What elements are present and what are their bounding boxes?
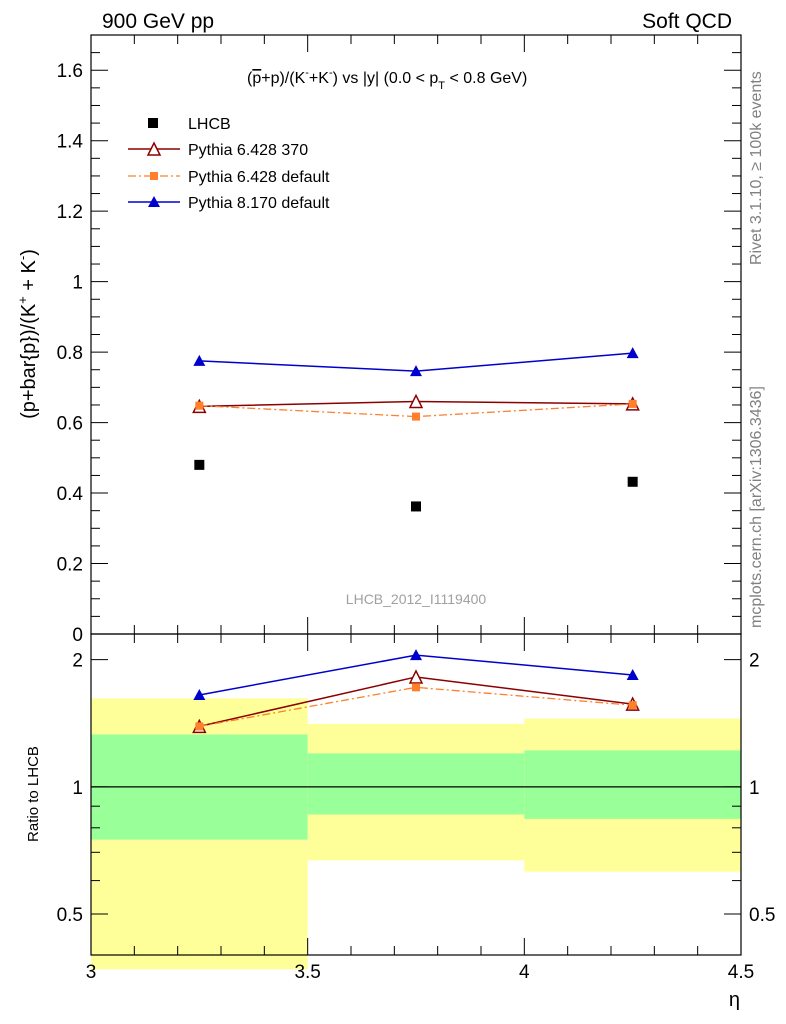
header-right: Soft QCD (642, 10, 732, 33)
ratio-panel: 0.5 0.5 1 1 2 2 3 3.5 4 4.5 Ratio to LHCB η (25, 633, 775, 1011)
main-y-axis-label: (p+bar{p})/(K+ + K-) (15, 249, 40, 419)
data-point-triangle-filled (626, 668, 639, 680)
ratio-ytick-label: 2 (72, 651, 83, 672)
legend-marker-p6-370 (146, 141, 162, 156)
data-point-triangle-filled (410, 365, 422, 377)
band-green (524, 750, 741, 819)
xtick-label: 4.5 (728, 962, 754, 983)
legend-label-p6-370: Pythia 6.428 370 (188, 142, 308, 159)
main-ytick-label: 1.2 (57, 202, 83, 223)
mcplots-label: mcplots.cern.ch [arXiv:1306.3436] (748, 386, 765, 628)
header-left: 900 GeV pp (102, 10, 214, 33)
main-ytick-label: 0.2 (57, 555, 83, 576)
data-point-square-small (195, 401, 204, 410)
ratio-ytick-label-right: 2 (749, 651, 760, 672)
legend-label-p8-default: Pythia 8.170 default (188, 195, 330, 212)
data-point-triangle-open (408, 669, 424, 684)
ratio-ytick-label: 0.5 (57, 905, 83, 926)
data-point-square-small (628, 399, 637, 408)
data-point-square-small (628, 701, 637, 710)
main-ytick-label: 0.8 (57, 343, 83, 364)
main-title: (p+p)/(K-+K-) vs |y| (0.0 < pT < 0.8 GeV… (247, 67, 527, 92)
x-axis-label: η (729, 989, 740, 1011)
ratio-axis-ticks: 0.5 0.5 1 1 2 2 3 3.5 4 4.5 (57, 634, 775, 983)
legend-marker-p8-default (148, 196, 160, 207)
legend-label-lhcb: LHCB (188, 116, 231, 133)
xtick-label: 3.5 (294, 962, 320, 983)
data-point-square (194, 459, 205, 470)
data-point-square-small (412, 412, 420, 421)
rivet-label: Rivet 3.1.10, ≥ 100k events (748, 71, 765, 265)
main-ytick-label: 1.6 (57, 61, 83, 82)
ratio-ytick-label: 1 (72, 778, 83, 799)
data-point-triangle-open (408, 393, 424, 409)
xtick-label: 3 (86, 962, 97, 983)
data-point-triangle-filled (193, 354, 206, 366)
main-panel: 0.2 0.4 0.6 0.8 1 1.2 1.4 1.6 0 (p+p)/(K-+K-) vs… (15, 34, 742, 646)
ratio-bands (91, 698, 741, 970)
data-point-square-small (195, 722, 204, 731)
main-series (192, 347, 640, 512)
legend-marker-lhcb (148, 118, 158, 128)
ratio-ytick-label-right: 1 (749, 778, 760, 799)
data-point-square (627, 476, 638, 487)
ratio-ytick-label-right: 0.5 (749, 905, 775, 926)
data-point-triangle-filled (193, 688, 206, 700)
ratio-series (192, 649, 640, 734)
analysis-id: LHCB_2012_I1119400 (346, 591, 487, 607)
main-ytick-label-zero: 0 (72, 625, 83, 646)
xtick-label: 4 (519, 962, 530, 983)
main-ytick-label: 1 (72, 273, 83, 294)
ratio-frame (90, 633, 742, 956)
band-green (307, 753, 525, 815)
data-point-square-small (412, 683, 420, 692)
ratio-y-axis-label: Ratio to LHCB (25, 746, 42, 842)
data-point-triangle-filled (410, 649, 422, 661)
legend-marker-p6-default (150, 172, 158, 180)
data-point-square (411, 501, 421, 512)
legend: LHCB Pythia 6.428 370 Pythia 6.428 defau… (128, 116, 330, 212)
main-ytick-label: 0.4 (57, 484, 84, 505)
main-axis-ticks: 0.2 0.4 0.6 0.8 1 1.2 1.4 1.6 0 (57, 35, 742, 646)
data-point-triangle-filled (626, 347, 639, 359)
main-ytick-label: 1.4 (57, 132, 84, 153)
main-ytick-label: 0.6 (57, 414, 83, 435)
legend-label-p6-default: Pythia 6.428 default (188, 169, 330, 186)
